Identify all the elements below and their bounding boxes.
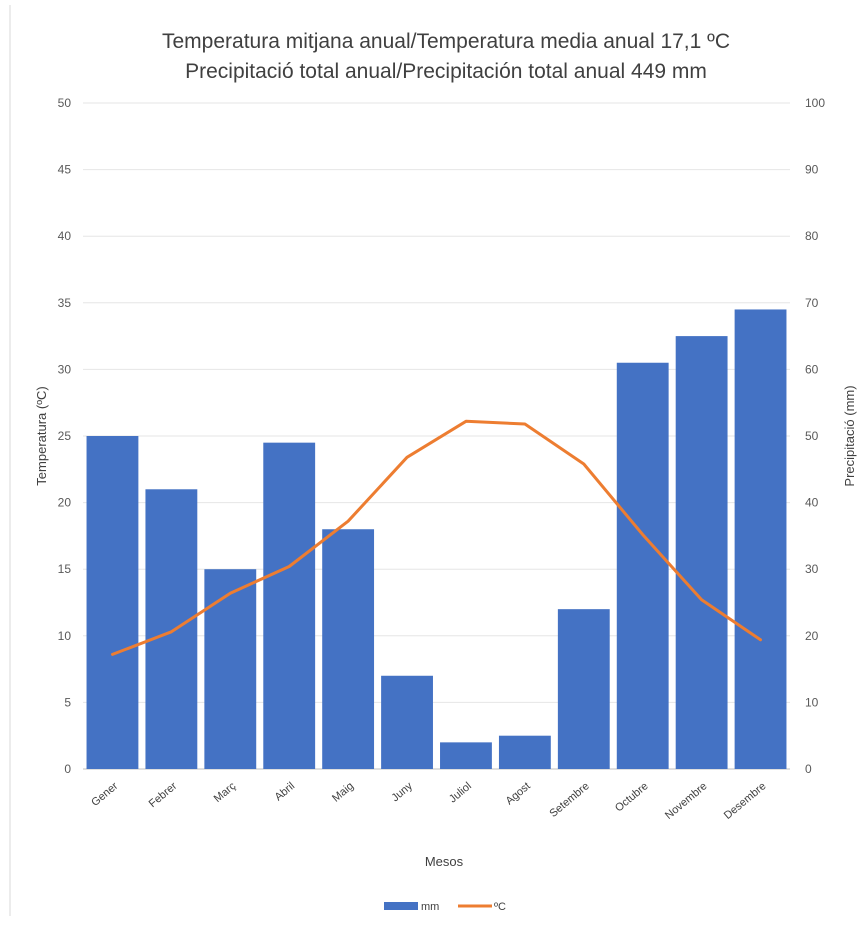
left-tick-label: 10 (58, 629, 72, 643)
bar (557, 609, 610, 769)
right-axis-ticks: 0 10 20 30 40 50 60 70 80 90 100 (805, 96, 825, 776)
left-tick-label: 35 (58, 296, 72, 310)
bar (734, 309, 787, 769)
x-tick-label: Juliol (447, 780, 474, 805)
right-tick-label: 0 (805, 762, 812, 776)
x-tick-label: Gener (89, 780, 120, 809)
x-tick-label: Setembre (547, 780, 591, 820)
x-tick-label: Agost (504, 780, 533, 807)
x-tick-label: Juny (389, 780, 415, 804)
left-tick-label: 50 (58, 96, 72, 110)
left-tick-label: 40 (58, 229, 72, 243)
bar (204, 569, 257, 769)
bar (381, 675, 433, 769)
x-axis-labels: Gener Febrer Març Abril Maig Juny Juliol Agost S… (89, 780, 768, 822)
y-axis-left-title: Temperatura (ºC) (34, 386, 49, 485)
right-tick-label: 70 (805, 296, 819, 310)
left-tick-label: 5 (64, 695, 71, 709)
bar (145, 489, 198, 769)
bar (675, 336, 728, 769)
left-tick-label: 0 (64, 762, 71, 776)
bar (440, 742, 492, 769)
temperature-line (111, 419, 762, 656)
left-axis-ticks: 0 5 10 15 20 25 30 35 40 45 50 (58, 96, 72, 776)
x-tick-label: Novembre (663, 780, 710, 822)
gridlines (83, 102, 790, 770)
right-tick-label: 80 (805, 229, 819, 243)
bar-series (86, 309, 787, 769)
right-tick-label: 20 (805, 629, 819, 643)
legend-swatch-bar (384, 902, 418, 910)
left-tick-label: 25 (58, 429, 72, 443)
x-tick-label: Octubre (613, 780, 651, 814)
y-axis-right-title: Precipitació (mm) (842, 385, 857, 486)
x-tick-label: Abril (273, 780, 298, 803)
right-tick-label: 100 (805, 96, 825, 110)
legend: mm ºC (384, 901, 506, 913)
bar (263, 442, 316, 769)
chart-title: Temperatura mitjana anual/Temperatura me… (162, 30, 730, 53)
left-tick-label: 45 (58, 163, 72, 177)
right-tick-label: 10 (805, 695, 819, 709)
right-tick-label: 90 (805, 163, 819, 177)
legend-label-line: ºC (494, 901, 506, 913)
x-tick-label: Maig (330, 780, 356, 805)
right-tick-label: 40 (805, 496, 819, 510)
line-series (111, 419, 762, 656)
bar (616, 362, 669, 769)
x-axis-title: Mesos (425, 854, 464, 869)
x-tick-label: Març (212, 780, 239, 805)
left-tick-label: 30 (58, 362, 72, 376)
bar (322, 529, 375, 769)
right-tick-label: 30 (805, 562, 819, 576)
chart-subtitle: Precipitació total anual/Precipitación t… (185, 60, 707, 83)
left-tick-label: 20 (58, 496, 72, 510)
x-tick-label: Desembre (722, 780, 769, 822)
left-tick-label: 15 (58, 562, 72, 576)
right-tick-label: 50 (805, 429, 819, 443)
x-tick-label: Febrer (147, 780, 180, 810)
bar (498, 735, 551, 769)
bar (86, 436, 139, 769)
right-tick-label: 60 (805, 362, 819, 376)
legend-label-bar: mm (421, 901, 439, 913)
